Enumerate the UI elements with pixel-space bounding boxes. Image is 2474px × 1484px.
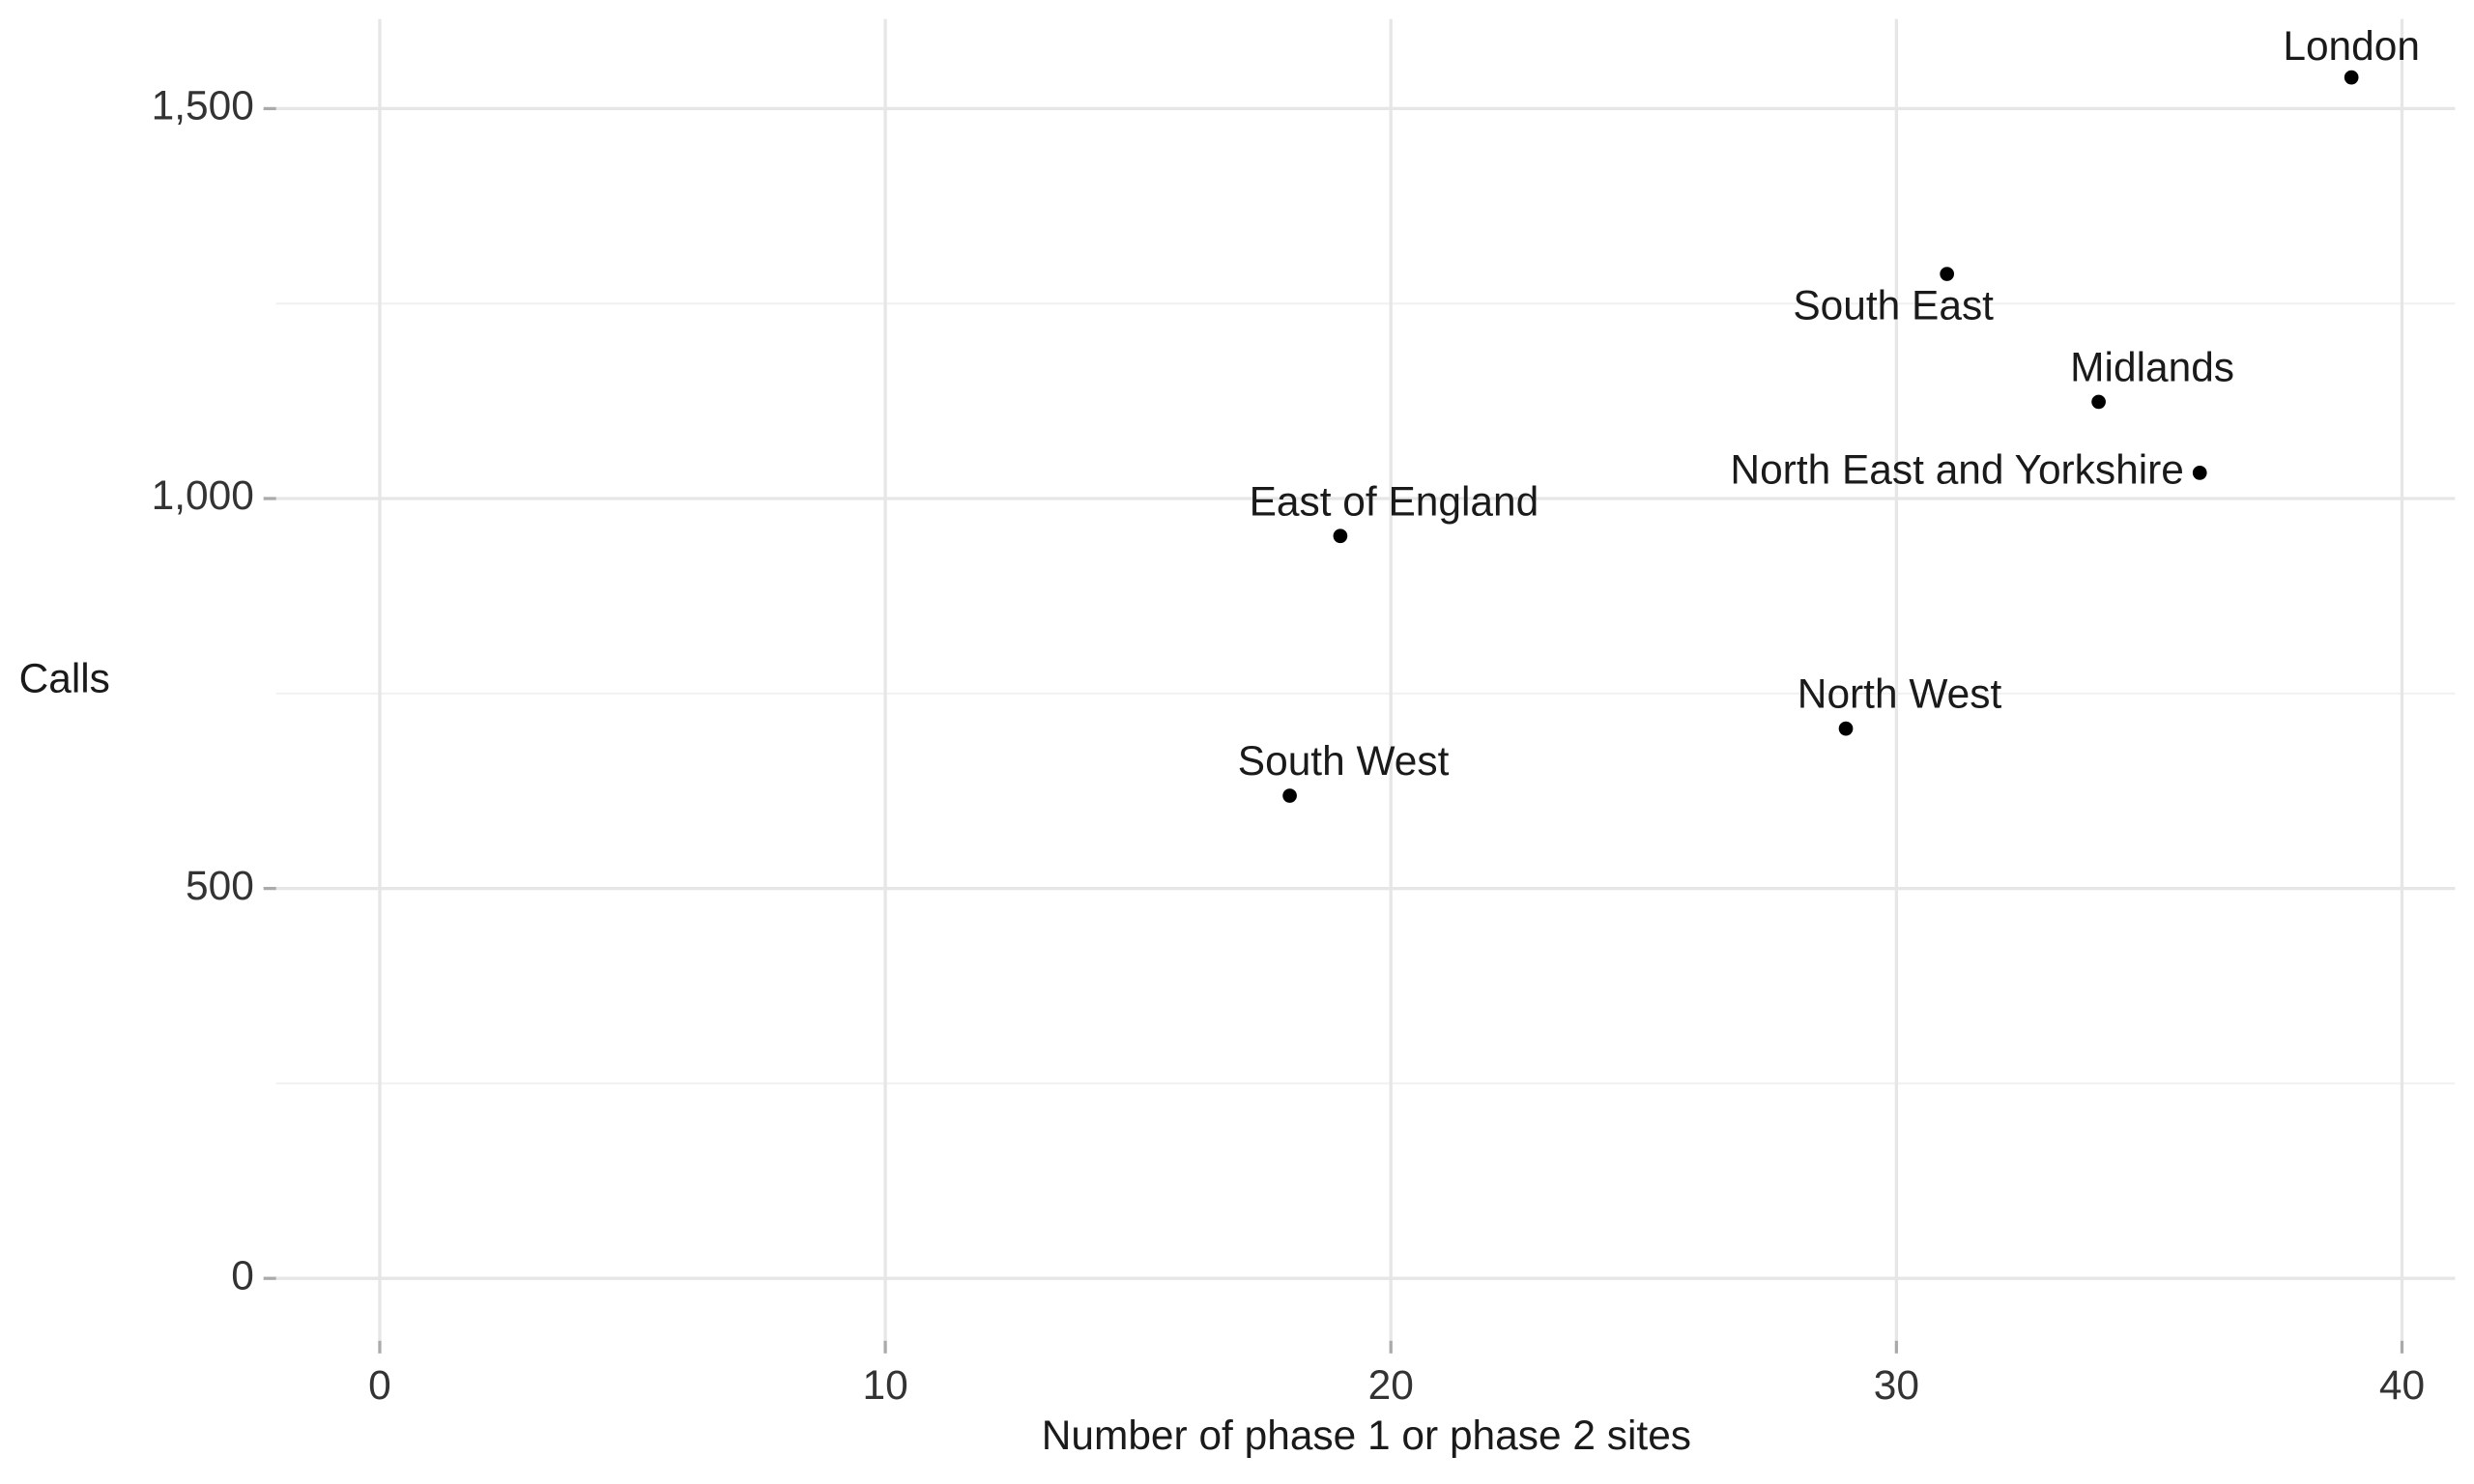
y-tick-label: 1,000 [152,472,254,518]
x-axis-title: Number of phase 1 or phase 2 sites [1042,1413,1691,1458]
y-axis-title: Calls [19,656,110,701]
point [1838,721,1854,736]
point-label: North West [1798,671,2002,717]
x-tick-label: 30 [1874,1362,1919,1408]
x-tick-label: 0 [368,1362,391,1408]
point-label: East of England [1250,478,1539,524]
y-tick-label: 1,500 [152,83,254,128]
point-label: South East [1793,283,1994,328]
point [1282,788,1297,803]
x-tick-label: 10 [862,1362,907,1408]
y-tick-label: 500 [186,863,254,908]
x-tick-label: 20 [1368,1362,1414,1408]
point-label: London [2283,23,2420,69]
x-tick-label: 40 [2379,1362,2425,1408]
y-tick-label: 0 [231,1252,254,1298]
point [2091,394,2106,410]
point [1333,528,1348,544]
point-label: Midlands [2070,344,2234,389]
point [2344,70,2359,85]
point [2192,466,2207,480]
point-label: South West [1238,738,1450,784]
point-label: North East and Yorkshire [1730,447,2183,493]
point [1940,267,1955,281]
